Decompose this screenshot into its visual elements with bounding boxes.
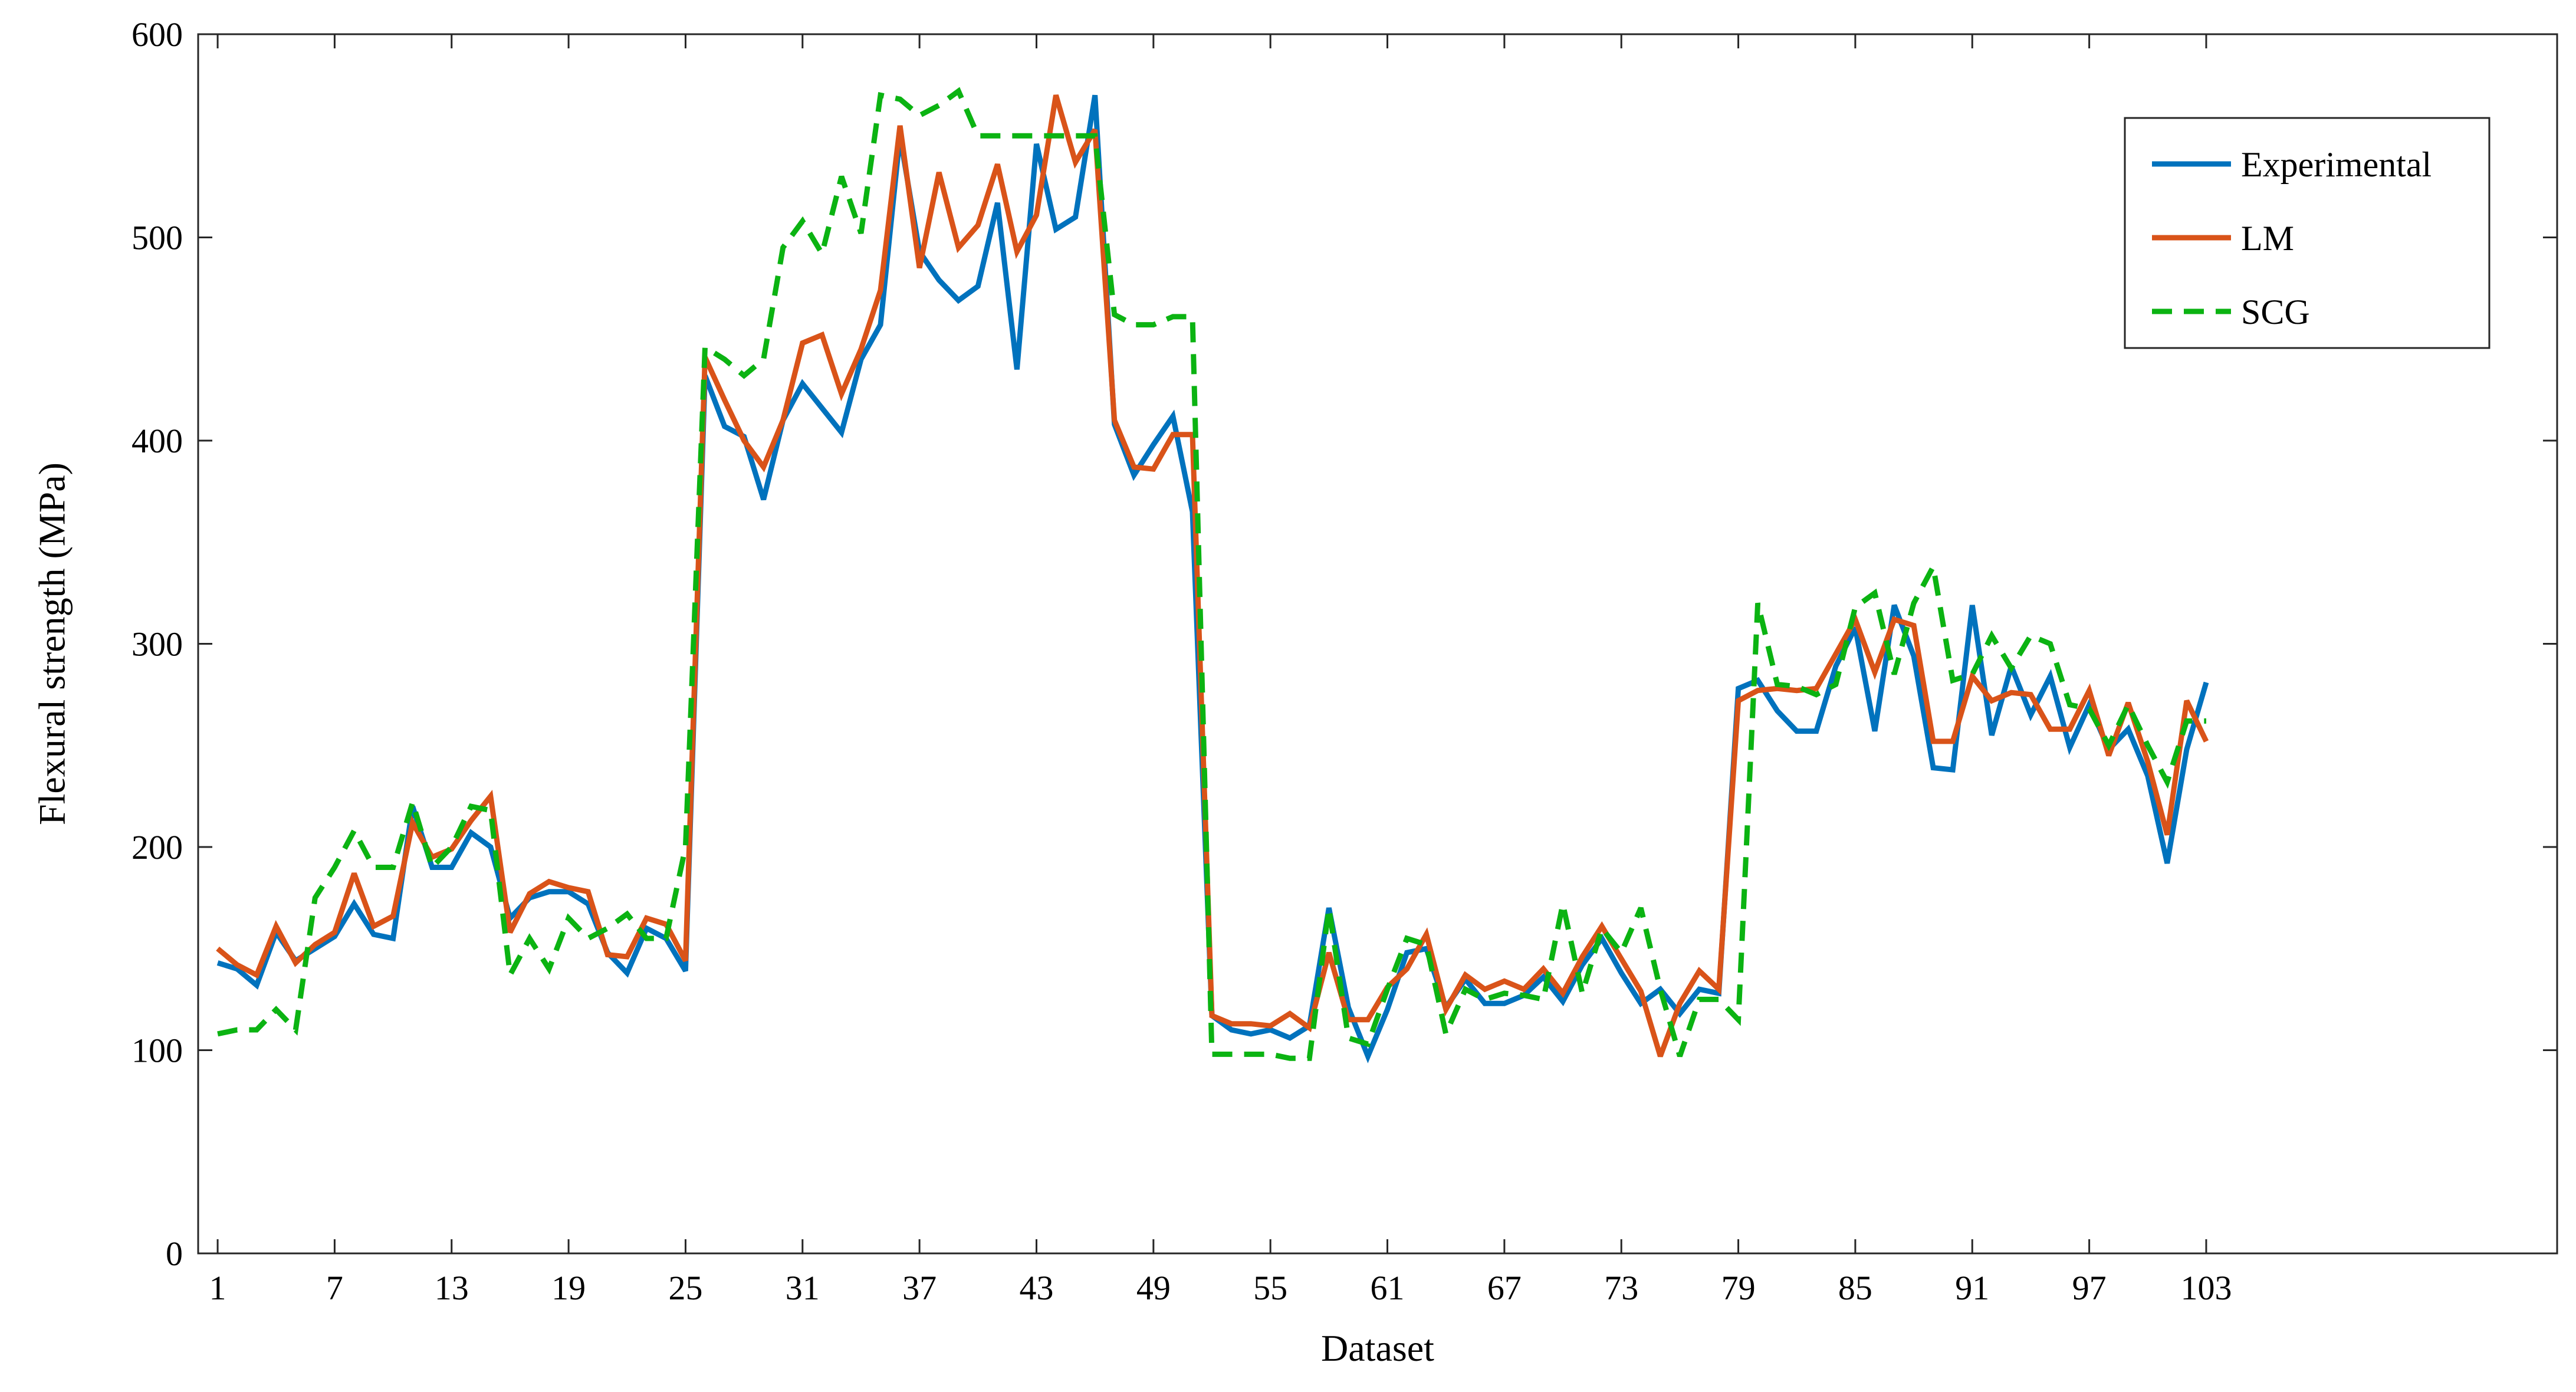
x-tick-label: 97 — [2072, 1269, 2107, 1307]
y-tick-label: 400 — [132, 422, 183, 460]
axis-ticks: 1 7 13 19 25 31 37 43 49 55 61 67 73 79 85 91 97 103 0 100 2… — [132, 15, 2557, 1307]
x-tick-label: 19 — [551, 1269, 586, 1307]
legend-label-scg: SCG — [2241, 293, 2310, 331]
series-line-lm — [216, 94, 2209, 1058]
x-tick-label: 55 — [1253, 1269, 1287, 1307]
x-tick-label: 37 — [902, 1269, 937, 1307]
y-tick-label: 500 — [132, 219, 183, 257]
x-tick-label: 79 — [1721, 1269, 1756, 1307]
y-tick-label: 600 — [132, 15, 183, 54]
x-tick-label: 73 — [1604, 1269, 1638, 1307]
x-tick-label: 31 — [786, 1269, 820, 1307]
y-tick-label: 0 — [166, 1235, 183, 1273]
legend-label-experimental: Experimental — [2241, 145, 2432, 184]
x-tick-label: 1 — [209, 1269, 226, 1307]
x-tick-label: 85 — [1838, 1269, 1872, 1307]
x-tick-label: 43 — [1019, 1269, 1053, 1307]
x-tick-label: 49 — [1136, 1269, 1171, 1307]
x-tick-label: 91 — [1955, 1269, 1989, 1307]
x-tick-label: 25 — [668, 1269, 702, 1307]
y-axis-label: Flexural strength (MPa) — [31, 462, 73, 825]
series-layer — [216, 87, 2209, 1063]
series-line-scg — [217, 87, 2206, 1061]
x-tick-label: 103 — [2180, 1269, 2232, 1307]
x-tick-label: 13 — [435, 1269, 469, 1307]
y-tick-label: 100 — [132, 1032, 183, 1070]
x-tick-label: 7 — [326, 1269, 343, 1307]
legend-label-lm: LM — [2241, 219, 2294, 258]
legend: Experimental LM SCG — [2124, 117, 2490, 349]
y-tick-label: 300 — [132, 625, 183, 664]
y-tick-label: 200 — [132, 828, 183, 866]
x-tick-label: 67 — [1487, 1269, 1522, 1307]
x-tick-label: 61 — [1371, 1269, 1405, 1307]
x-axis-label: Dataset — [1321, 1327, 1434, 1369]
